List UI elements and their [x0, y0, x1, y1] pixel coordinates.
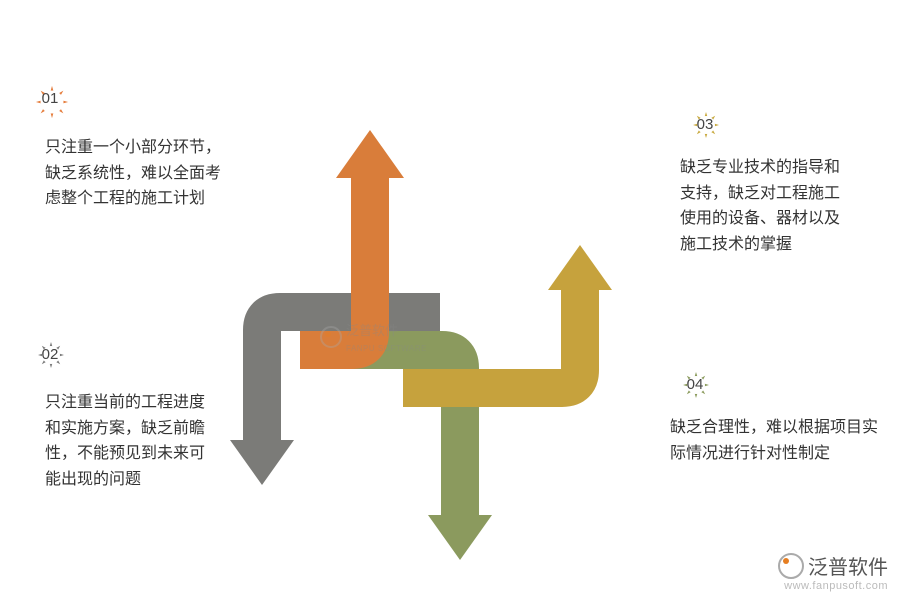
watermark-corner: 泛普软件 www.fanpusoft.com	[778, 551, 888, 592]
corner-brand: 泛普软件	[808, 551, 888, 580]
corner-url: www.fanpusoft.com	[778, 580, 888, 592]
text-block-02: 只注重当前的工程进度和实施方案，缺乏前瞻性，不能预见到未来可能出现的问题	[45, 390, 215, 492]
badge-num-03: 03	[690, 116, 720, 133]
logo-icon	[778, 553, 804, 579]
watermark-center: 泛普软件 FANPU SOFTWARE	[320, 320, 427, 354]
badge-num-01: 01	[35, 90, 65, 107]
watermark-brand-en: FANPU SOFTWARE	[346, 344, 427, 353]
text-block-01: 只注重一个小部分环节，缺乏系统性，难以全面考虑整个工程的施工计划	[45, 135, 225, 212]
diagram-canvas: 01 02 03 04 只注重一个小部分环节，缺乏系统性，难以全面考虑整个工程的…	[0, 0, 900, 600]
logo-icon	[320, 326, 342, 348]
text-block-03: 缺乏专业技术的指导和支持，缺乏对工程施工使用的设备、器材以及施工技术的掌握	[680, 155, 840, 257]
badge-num-02: 02	[35, 346, 65, 363]
badge-num-04: 04	[680, 376, 710, 393]
arrows-layer	[0, 0, 900, 600]
watermark-brand: 泛普软件	[346, 323, 398, 338]
text-block-04: 缺乏合理性，难以根据项目实际情况进行针对性制定	[670, 415, 880, 466]
